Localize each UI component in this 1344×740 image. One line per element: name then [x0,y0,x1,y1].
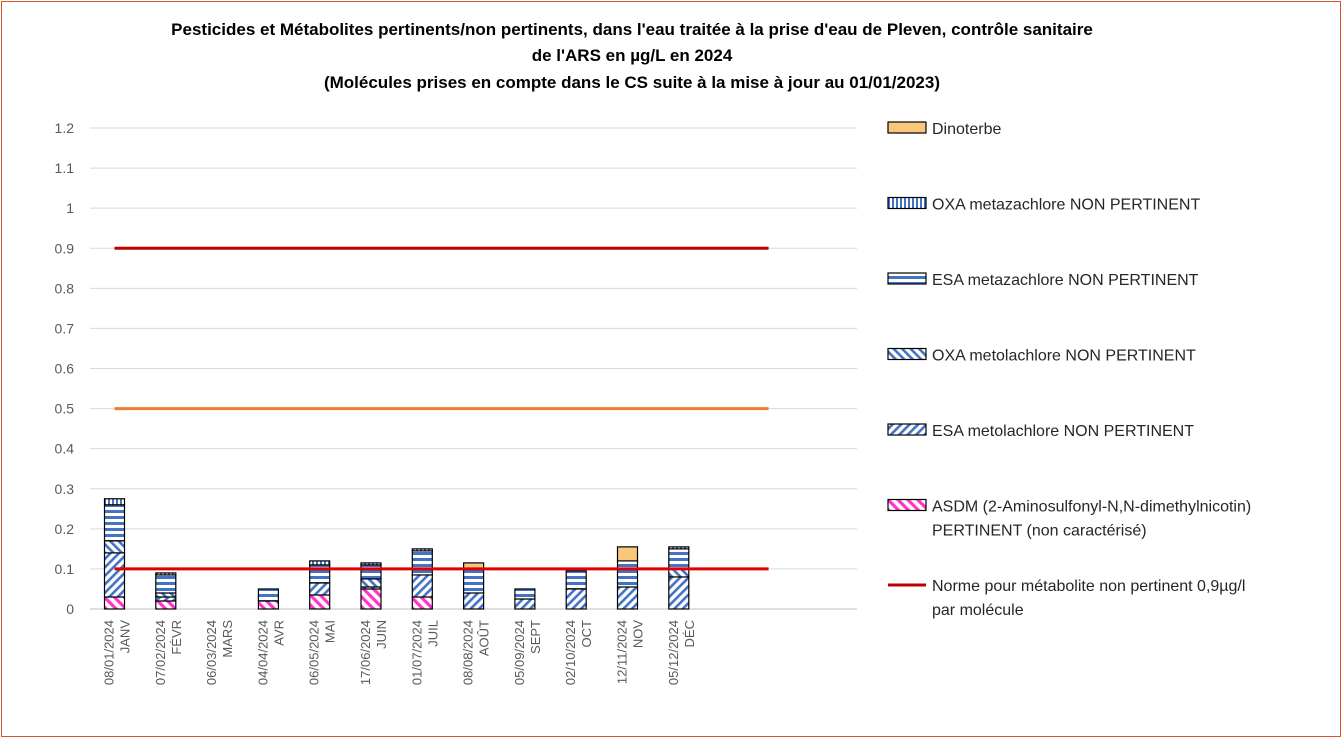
y-tick-label: 0.4 [55,441,75,457]
x-tick-month: SEPT [528,620,543,654]
legend-label: Norme pour métabolite non pertinent 0,9µ… [932,578,1245,595]
x-tick-month: JUIL [425,620,440,647]
bar-segment-esa_meto-7 [463,592,485,610]
bar-segment-asdm-5 [360,588,382,610]
bar-segment-oxa_meta-1 [155,572,177,576]
legend-swatch-esa_meto [887,423,927,436]
bar-segment-esa_meta-0 [103,504,126,542]
y-tick-label: 1.1 [55,160,75,176]
chart-title-line-3: (Molécules prises en compte dans le CS s… [323,73,941,92]
x-tick-month: AVR [271,620,286,646]
bar-segment-asdm-1 [155,600,177,610]
x-tick-date: 04/04/2024 [255,620,270,685]
bar-segment-esa_meta-5 [360,564,382,580]
bar-segment-esa_meta-10 [616,560,639,588]
y-tick-label: 0.3 [55,481,75,497]
legend-label: ESA metazachlore NON PERTINENT [932,272,1199,289]
bar-segment-oxa_meta-11 [668,546,690,550]
bar-segment-oxa_meta-0 [103,498,126,506]
legend-label: OXA metazachlore NON PERTINENT [932,197,1200,214]
bar-segment-esa_meta-8 [514,588,536,600]
y-tick-label: 0.7 [55,320,75,336]
x-tick-date: 12/11/2024 [615,620,630,684]
bar-segment-solid-10 [616,546,639,562]
y-tick-label: 1.2 [55,120,75,136]
x-tick-date: 08/01/2024 [102,620,117,685]
x-tick-date: 06/03/2024 [204,620,219,685]
x-tick-month: NOV [631,620,646,649]
legend-swatch-asdm [887,498,927,512]
bar-segment-esa_meto-1 [155,596,177,602]
x-tick-date: 08/08/2024 [461,620,476,685]
bar-segment-esa_meto-6 [411,574,433,598]
bar-segment-esa_meto-9 [565,588,587,610]
x-tick-date: 17/06/2024 [358,620,373,685]
chart-title-line-1: Pesticides et Métabolites pertinents/non… [171,20,1093,39]
x-tick-month: FÉVR [169,620,184,655]
bar-segment-esa_meta-7 [463,568,485,594]
bar-segment-oxa_meta-6 [411,548,433,552]
bar-segment-esa_meta-1 [155,574,177,594]
bar-segment-asdm-0 [103,596,126,610]
x-tick-date: 07/02/2024 [153,620,168,685]
y-tick-label: 1 [66,200,74,216]
y-tick-label: 0 [66,601,74,617]
bar-segment-asdm-4 [309,594,331,610]
chart-title-line-2: de l'ARS en µg/L en 2024 [531,46,733,65]
bar-segment-asdm-3 [257,600,279,610]
bar-segment-esa_meto-0 [103,552,126,598]
bar-segment-esa_meta-3 [257,588,279,602]
bar-segment-oxa_meto-5 [360,578,382,588]
legend-label: ASDM (2-Aminosulfonyl-N,N-dimethylnicoti… [932,499,1251,516]
x-tick-month: JANV [118,620,133,654]
x-tick-month: OCT [579,620,594,648]
y-tick-label: 0.6 [55,361,75,377]
bar-segment-esa_meto-10 [616,586,639,610]
x-tick-month: MARS [220,620,235,658]
bar-segment-esa_meta-11 [668,548,690,570]
bar-segment-esa_meto-4 [309,582,331,596]
bar-segment-esa_meta-6 [411,550,433,576]
legend-label-line2: par molécule [932,602,1024,619]
bar-segment-oxa_meto-1 [155,592,177,598]
bar-segment-asdm-6 [411,596,433,610]
y-tick-label: 0.8 [55,280,75,296]
x-tick-month: AOÛT [477,620,492,656]
y-tick-label: 0.2 [55,521,75,537]
y-tick-label: 0.5 [55,401,75,417]
bar-segment-esa_meto-11 [668,576,690,610]
y-tick-label: 0.1 [55,561,75,577]
legend-label: ESA metolachlore NON PERTINENT [932,423,1194,440]
x-tick-date: 05/12/2024 [666,620,681,685]
bar-segment-oxa_meta-5 [360,562,382,566]
legend-label-line2: PERTINENT (non caractérisé) [932,523,1147,540]
x-tick-month: DÉC [682,620,697,647]
x-tick-date: 01/07/2024 [409,620,424,685]
x-tick-date: 02/10/2024 [563,620,578,685]
x-tick-month: JUIN [374,620,389,649]
legend-label: OXA metolachlore NON PERTINENT [932,348,1196,365]
legend-swatch-oxa_meto [887,347,927,361]
x-tick-date: 05/09/2024 [512,620,527,685]
bar-segment-oxa_meta-4 [309,560,331,566]
legend-swatch-esa_meta [887,272,927,285]
y-tick-label: 0.9 [55,240,75,256]
legend-swatch-solid [887,121,927,134]
bar-segment-oxa_meto-0 [103,540,126,554]
bar-segment-esa_meto-8 [514,598,536,610]
legend-label: Dinoterbe [932,121,1001,138]
legend-swatch-oxa_meta [887,196,927,210]
x-tick-month: MAI [323,620,338,643]
bar-segment-esa_meta-9 [565,570,587,590]
x-tick-date: 06/05/2024 [307,620,322,685]
